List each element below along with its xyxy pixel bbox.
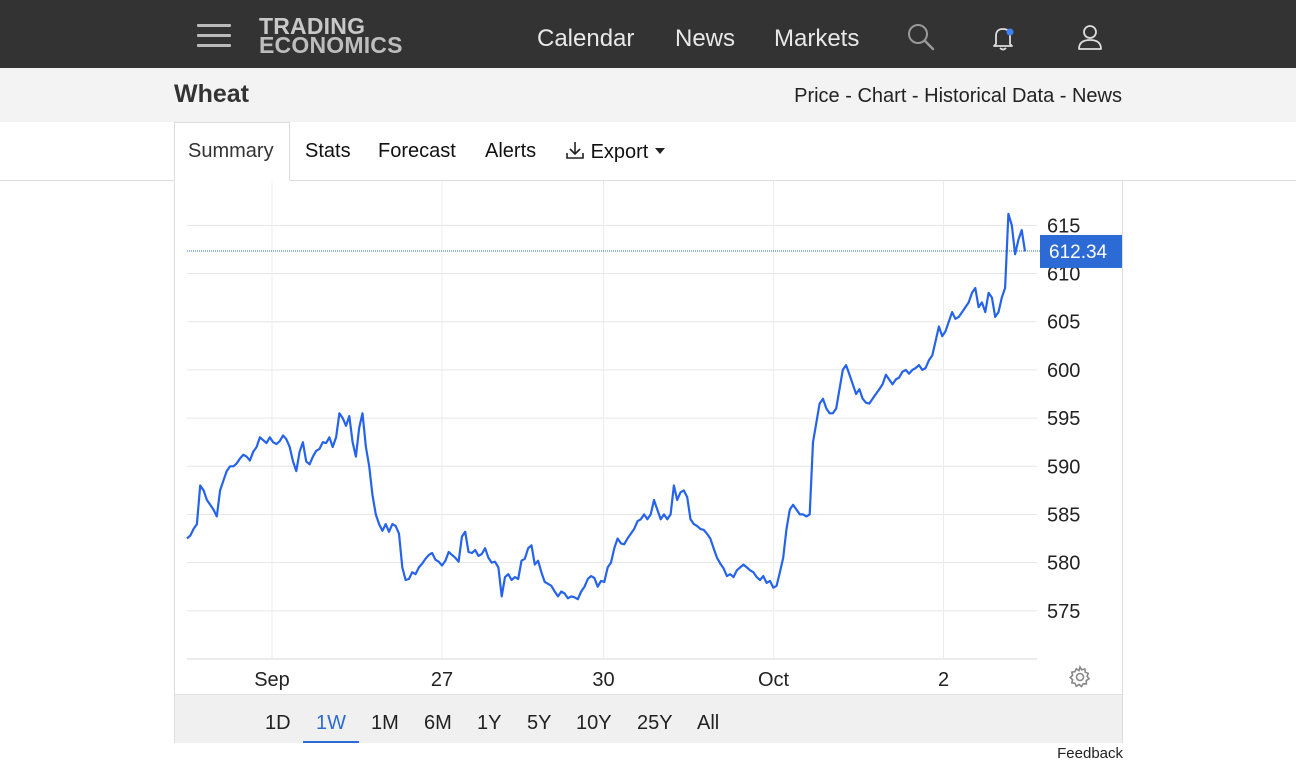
current-price-badge bbox=[1040, 234, 1122, 268]
y-tick-label: 615 bbox=[1047, 215, 1080, 237]
y-tick-label: 575 bbox=[1047, 601, 1080, 623]
y-tick-label: 600 bbox=[1047, 360, 1080, 382]
range-1y[interactable]: 1Y bbox=[477, 712, 502, 734]
x-axis: Sep 27 30 Oct 2 bbox=[254, 669, 949, 691]
tab-forecast[interactable]: Forecast bbox=[378, 140, 456, 162]
chart-grid bbox=[187, 181, 1037, 660]
sublink-separator: - bbox=[839, 85, 858, 107]
range-all[interactable]: All bbox=[697, 712, 720, 734]
tab-stats[interactable]: Stats bbox=[305, 140, 351, 162]
x-tick-label: 2 bbox=[938, 669, 949, 691]
range-1m[interactable]: 1M bbox=[371, 712, 399, 734]
range-1w[interactable]: 1W bbox=[316, 712, 346, 734]
historical-data-link[interactable]: Historical Data bbox=[924, 85, 1055, 107]
tab-export[interactable]: Export bbox=[565, 140, 666, 164]
nav-news-link[interactable]: News bbox=[675, 25, 736, 52]
range-1d[interactable]: 1D bbox=[265, 712, 291, 734]
sublink-separator: - bbox=[906, 85, 925, 107]
range-active-indicator bbox=[303, 741, 359, 743]
search-icon[interactable] bbox=[906, 22, 936, 52]
x-tick-label: 27 bbox=[431, 669, 453, 691]
logo-line-2: ECONOMICS bbox=[259, 32, 403, 58]
tab-alerts[interactable]: Alerts bbox=[485, 140, 537, 162]
nav-calendar-link[interactable]: Calendar bbox=[537, 25, 635, 52]
y-tick-label: 605 bbox=[1047, 312, 1080, 334]
tab-summary[interactable]: Summary bbox=[188, 140, 274, 162]
y-tick-label: 580 bbox=[1047, 553, 1080, 575]
news-link[interactable]: News bbox=[1071, 85, 1122, 107]
y-axis: 575 580 585 590 595 600 605 610 615 bbox=[1047, 215, 1080, 622]
range-25y[interactable]: 25Y bbox=[637, 712, 673, 734]
price-series-line bbox=[186, 212, 1027, 601]
gear-icon[interactable] bbox=[1068, 665, 1092, 689]
download-icon bbox=[566, 142, 584, 159]
y-tick-label: 610 bbox=[1047, 264, 1080, 286]
export-label: Export bbox=[590, 141, 649, 163]
current-price-label: 612.34 bbox=[1049, 242, 1108, 263]
site-logo[interactable]: TRADING ECONOMICS bbox=[259, 13, 403, 58]
breadcrumb: Price - Chart - Historical Data - News bbox=[794, 85, 1122, 108]
bell-icon[interactable] bbox=[988, 22, 1018, 52]
page-title: Wheat bbox=[174, 80, 249, 108]
subheader-bar bbox=[0, 68, 1296, 122]
logo-line-1: TRADING bbox=[259, 13, 366, 39]
y-tick-label: 595 bbox=[1047, 408, 1080, 430]
range-5y[interactable]: 5Y bbox=[527, 712, 552, 734]
range-selector bbox=[175, 694, 1122, 743]
x-tick-label: Oct bbox=[758, 669, 790, 691]
x-tick-label: 30 bbox=[592, 669, 614, 691]
range-6m[interactable]: 6M bbox=[424, 712, 452, 734]
price-link[interactable]: Price bbox=[794, 85, 840, 107]
tab-summary-box[interactable] bbox=[174, 122, 290, 181]
y-tick-label: 585 bbox=[1047, 504, 1080, 526]
x-tick-label: Sep bbox=[254, 669, 290, 691]
user-icon[interactable] bbox=[1075, 22, 1105, 52]
range-10y[interactable]: 10Y bbox=[576, 712, 612, 734]
feedback-link[interactable]: Feedback bbox=[1057, 745, 1123, 762]
tabs-divider bbox=[0, 180, 1296, 181]
nav-markets-link[interactable]: Markets bbox=[774, 25, 860, 52]
caret-down-icon bbox=[654, 148, 665, 154]
sublink-separator: - bbox=[1054, 85, 1072, 107]
y-tick-label: 590 bbox=[1047, 456, 1080, 478]
menu-icon[interactable] bbox=[197, 24, 231, 48]
chart-link[interactable]: Chart bbox=[857, 85, 907, 107]
